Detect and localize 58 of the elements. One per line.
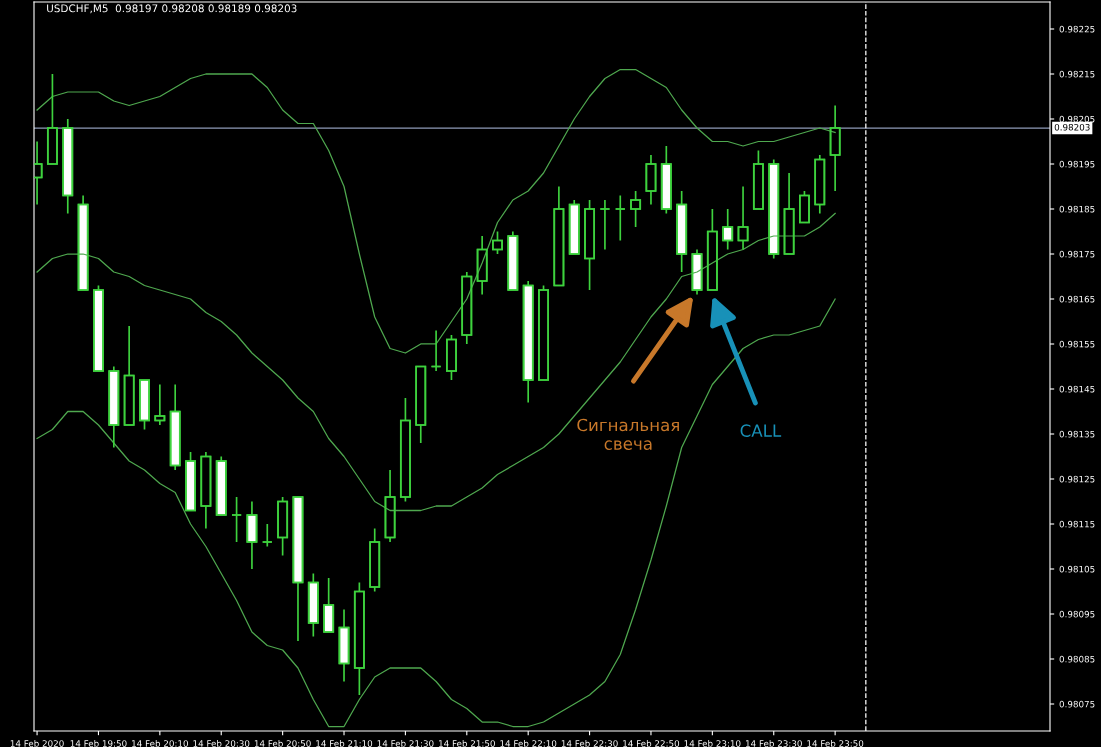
- candlestick: [829, 104, 841, 192]
- candlestick: [200, 451, 212, 530]
- x-tick-label: 14 Feb 20:50: [254, 740, 311, 747]
- x-tick-label: 14 Feb 20:10: [132, 740, 188, 747]
- candlestick: [338, 608, 350, 683]
- y-tick-label: 0.98075: [1059, 700, 1095, 708]
- candlestick: [430, 329, 442, 372]
- x-tick-label: 14 Feb 23:10: [684, 740, 741, 747]
- candlestick: [814, 154, 826, 215]
- candlestick: [307, 572, 319, 638]
- candlestick: [169, 383, 181, 471]
- line-series: [36, 212, 836, 512]
- candlestick: [522, 280, 534, 404]
- candlestick: [369, 527, 381, 593]
- candlestick: [246, 500, 258, 570]
- y-tick-label: 0.98225: [1059, 25, 1095, 33]
- x-tick-label: 14 Feb 20:30: [193, 740, 250, 747]
- candlestick: [645, 154, 657, 206]
- annotation: Сигнальная свеча: [577, 418, 679, 450]
- y-tick-label: 0.98165: [1059, 295, 1095, 303]
- y-tick-label: 0.98175: [1059, 250, 1095, 258]
- candlestick: [476, 235, 488, 296]
- candlestick: [461, 271, 473, 345]
- y-tick-label: 0.98115: [1059, 520, 1095, 528]
- x-tick-label: 14 Feb 23:30: [746, 740, 802, 747]
- y-tick-label: 0.98215: [1059, 70, 1095, 78]
- x-tick-label: 14 Feb 21:50: [439, 740, 495, 747]
- y-tick-label: 0.98085: [1059, 655, 1095, 663]
- x-tick-label: 14 Feb 21:30: [377, 740, 434, 747]
- candlestick: [384, 469, 396, 543]
- candlestick: [261, 523, 273, 548]
- candlestick: [599, 199, 611, 251]
- x-tick-label: 14 Feb 19:50: [70, 740, 127, 747]
- y-tick-label: 0.98105: [1059, 565, 1095, 573]
- y-tick-label: 0.98185: [1059, 205, 1095, 213]
- x-tick-label: 14 Feb 23:50: [807, 740, 864, 747]
- y-tick-label: 0.98205: [1059, 115, 1095, 123]
- chart-title: USDCHF,M5 0.98197 0.98208 0.98189 0.98203: [47, 4, 297, 14]
- x-tick-label: 14 Feb 22:30: [561, 740, 618, 747]
- y-tick-label: 0.98095: [1059, 610, 1095, 618]
- annotation: CALL: [740, 424, 782, 437]
- candlestick: [154, 383, 166, 426]
- y-tick-label: 0.98145: [1059, 385, 1095, 393]
- candlestick: [614, 194, 626, 242]
- y-tick-label: 0.98155: [1059, 340, 1095, 348]
- line-series: [36, 298, 836, 728]
- candlestick: [737, 185, 749, 251]
- candlestick: [62, 118, 74, 215]
- x-tick-label: 14 Feb 22:50: [623, 740, 680, 747]
- candlestick: [660, 145, 672, 215]
- x-tick-label: 14 Feb 2020: [10, 740, 64, 747]
- x-tick-label: 14 Feb 22:10: [500, 740, 557, 747]
- candlestick: [722, 208, 734, 251]
- y-tick-label: 0.98195: [1059, 160, 1095, 168]
- x-tick-label: 14 Feb 21:10: [316, 740, 373, 747]
- y-tick-label: 0.98135: [1059, 430, 1095, 438]
- y-tick-label: 0.98125: [1059, 475, 1095, 483]
- ref-line-label: 0.98203: [1054, 123, 1090, 131]
